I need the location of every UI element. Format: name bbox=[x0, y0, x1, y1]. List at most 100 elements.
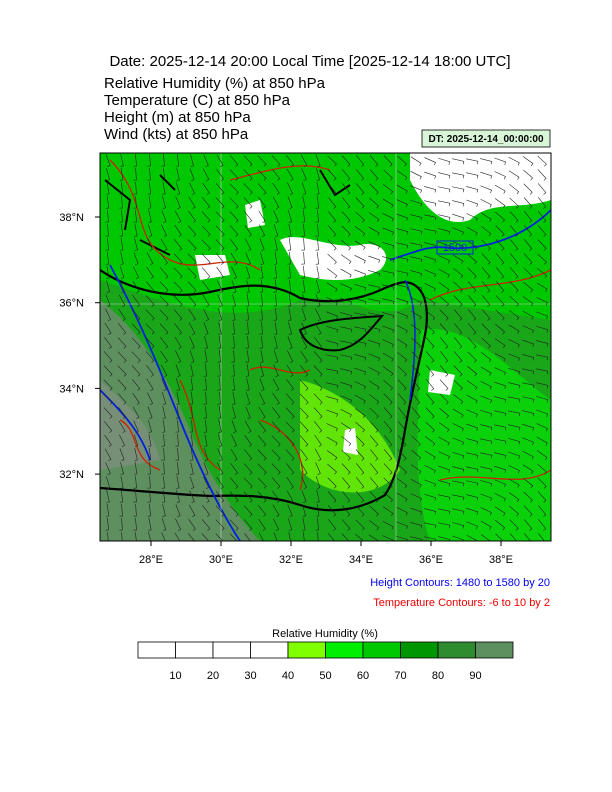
wind-barb bbox=[326, 340, 339, 347]
wind-barb bbox=[314, 337, 322, 349]
wind-barb bbox=[424, 450, 436, 460]
wind-barb bbox=[215, 183, 225, 195]
wind-barb bbox=[301, 490, 307, 503]
wind-barb bbox=[259, 378, 265, 391]
wind-barb bbox=[452, 522, 465, 529]
colorbar-box bbox=[475, 641, 514, 659]
wind-barb bbox=[229, 225, 239, 237]
colorbar-label: 20 bbox=[207, 670, 219, 682]
wind-barb bbox=[106, 490, 110, 503]
wind-barb bbox=[383, 491, 394, 503]
wind-barb bbox=[148, 518, 152, 531]
wind-barb bbox=[452, 466, 465, 473]
wind-barb bbox=[342, 505, 351, 517]
wind-barb bbox=[105, 462, 111, 475]
wind-barb bbox=[452, 408, 464, 418]
wind-barb bbox=[244, 449, 253, 461]
wind-barb bbox=[317, 531, 319, 541]
wind-barb bbox=[383, 393, 393, 405]
wind-barb bbox=[176, 392, 180, 405]
wind-barb bbox=[302, 294, 306, 307]
wind-barb bbox=[316, 490, 320, 503]
wind-barb bbox=[105, 196, 110, 209]
wind-barb bbox=[258, 505, 267, 517]
wind-barb bbox=[508, 324, 520, 334]
wind-barb bbox=[536, 354, 549, 361]
wind-barb bbox=[452, 172, 465, 179]
wind-barb bbox=[189, 434, 193, 447]
wind-barb bbox=[354, 269, 366, 278]
wind-barb bbox=[217, 406, 222, 419]
wind-barb bbox=[425, 421, 435, 433]
wind-barb bbox=[103, 407, 113, 419]
wind-barb bbox=[522, 310, 534, 320]
wind-barb bbox=[438, 172, 451, 179]
wind-barb bbox=[481, 253, 491, 265]
wind-barb bbox=[313, 365, 323, 377]
wind-barb bbox=[438, 186, 451, 193]
lon-label: 30°E bbox=[209, 554, 233, 566]
wind-barb bbox=[287, 265, 291, 279]
wind-barb bbox=[215, 239, 225, 251]
wind-barb bbox=[368, 241, 380, 250]
wind-barb bbox=[424, 214, 437, 221]
wind-barb bbox=[341, 197, 351, 209]
wind-barb bbox=[354, 240, 366, 250]
wind-barb bbox=[326, 311, 338, 320]
wind-barb bbox=[117, 351, 127, 363]
wind-barb bbox=[161, 420, 166, 433]
wind-barb bbox=[369, 183, 379, 195]
wind-barb bbox=[509, 267, 519, 279]
wind-barb bbox=[368, 534, 380, 541]
wind-barb bbox=[229, 491, 239, 503]
wind-barb bbox=[438, 268, 450, 278]
wind-barb bbox=[326, 282, 338, 292]
wind-barb bbox=[328, 197, 337, 209]
wind-barb bbox=[340, 395, 352, 404]
wind-barb bbox=[354, 367, 367, 375]
wind-barb bbox=[340, 268, 352, 278]
wind-barb bbox=[480, 158, 493, 165]
wind-barb bbox=[536, 282, 548, 292]
wind-barb bbox=[188, 504, 196, 517]
wind-barb bbox=[382, 352, 394, 362]
wind-barb bbox=[452, 200, 465, 207]
wind-barb bbox=[119, 434, 126, 447]
wind-barb bbox=[452, 241, 464, 250]
wind-barb bbox=[162, 182, 166, 195]
wind-barb bbox=[354, 381, 366, 390]
wind-barb bbox=[215, 533, 224, 541]
wind-barb bbox=[340, 283, 352, 292]
wind-barb bbox=[452, 451, 465, 459]
wind-barb bbox=[189, 419, 193, 433]
wind-barb bbox=[315, 294, 321, 307]
colorbar-label: 10 bbox=[169, 670, 181, 682]
wind-barb bbox=[104, 421, 113, 433]
wind-barb bbox=[410, 493, 422, 502]
wind-barb bbox=[145, 309, 155, 321]
wind-barb bbox=[438, 494, 451, 501]
wind-barb bbox=[452, 480, 465, 487]
wind-barb bbox=[494, 171, 506, 180]
wind-barb bbox=[188, 518, 196, 531]
wind-barb bbox=[174, 224, 182, 237]
wind-barb bbox=[494, 367, 506, 376]
wind-barb bbox=[190, 462, 194, 475]
wind-barb bbox=[466, 158, 479, 165]
wind-barb bbox=[145, 337, 155, 349]
wind-barb bbox=[494, 184, 506, 194]
wind-barb bbox=[522, 156, 534, 167]
wind-barb bbox=[537, 268, 548, 279]
wind-barb bbox=[382, 366, 394, 377]
wind-barb bbox=[134, 238, 138, 251]
wind-barb bbox=[134, 532, 137, 541]
wind-barb bbox=[509, 519, 519, 531]
wind-barb bbox=[244, 420, 252, 433]
wind-barb bbox=[216, 266, 224, 279]
wind-barb bbox=[356, 155, 365, 167]
wind-barb bbox=[508, 367, 521, 375]
wind-barb bbox=[467, 253, 477, 265]
wind-barb bbox=[231, 335, 235, 349]
wind-barb bbox=[509, 197, 519, 209]
wind-barb bbox=[382, 520, 394, 530]
